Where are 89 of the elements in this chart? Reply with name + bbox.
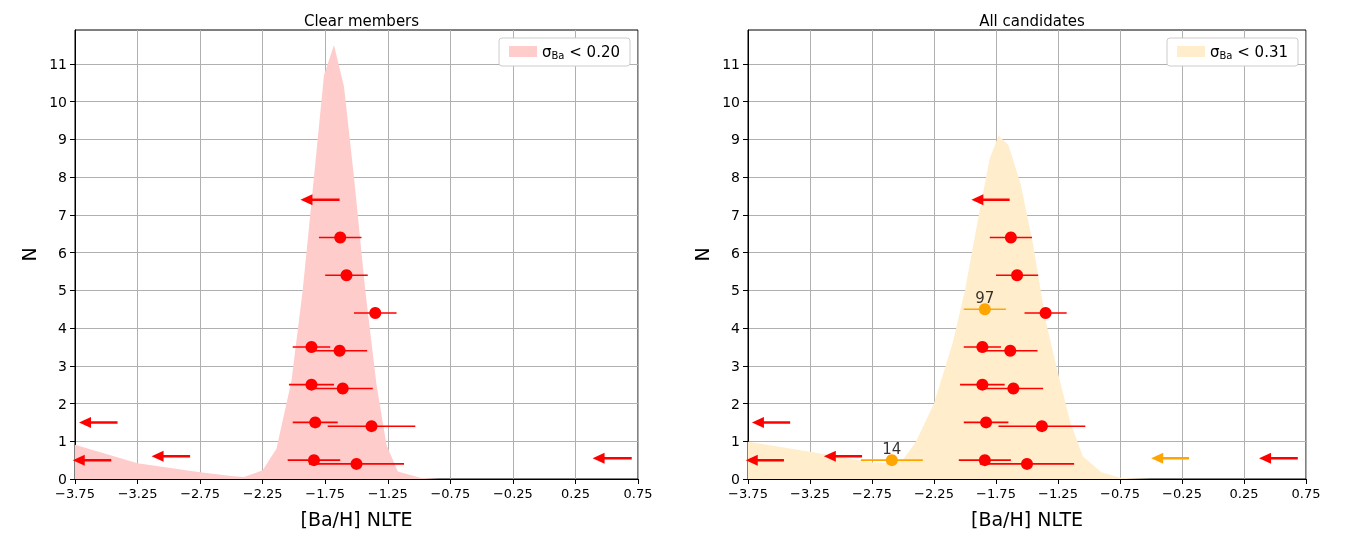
x-tick-label: −2.75 (852, 486, 892, 501)
y-tick-label: 7 (731, 206, 740, 223)
point (336, 382, 349, 395)
point (333, 344, 346, 357)
x-tick-label: −0.75 (430, 486, 471, 501)
chart-title: Clear members (303, 11, 420, 30)
y-tick-label: 3 (731, 357, 740, 374)
point (1035, 420, 1048, 433)
x-tick-label: −0.25 (1162, 486, 1202, 501)
point (307, 454, 320, 467)
point (976, 378, 989, 391)
point (369, 306, 382, 319)
point (1011, 269, 1024, 282)
point (971, 194, 984, 206)
y-tick-label: 3 (58, 357, 67, 374)
y-tick-label: 6 (58, 244, 68, 261)
y-axis-title: N (690, 247, 713, 262)
x-axis-title: [Ba/H] NLTE (970, 507, 1084, 530)
y-tick-label: 2 (731, 395, 740, 412)
point (72, 454, 85, 466)
point (300, 194, 313, 206)
y-tick-label: 1 (58, 433, 67, 450)
point (1151, 452, 1164, 464)
point (309, 416, 322, 429)
y-tick-label: 10 (49, 93, 67, 110)
chart-title: All candidates (979, 11, 1085, 30)
point (1259, 452, 1272, 464)
x-tick-label: −0.25 (492, 486, 533, 501)
y-tick-label: 5 (58, 282, 67, 299)
y-tick-label: 7 (58, 206, 67, 223)
y-tick-label: 11 (49, 55, 67, 72)
x-tick-label: −3.75 (55, 486, 95, 501)
y-tick-label: 10 (722, 93, 740, 110)
x-tick-label: 0.75 (623, 486, 653, 501)
y-tick-label: 0 (731, 471, 740, 487)
point (334, 231, 347, 244)
y-tick-label: 4 (58, 320, 68, 337)
x-tick-label: −2.25 (242, 486, 283, 501)
x-tick-label: −3.25 (790, 486, 830, 501)
point (79, 416, 92, 428)
y-tick-label: 6 (731, 244, 741, 261)
x-tick-label: 0.25 (560, 486, 590, 501)
annotation: 97 (975, 288, 995, 307)
point (978, 303, 991, 316)
point (745, 454, 758, 466)
point (305, 378, 318, 391)
legend-label: σBa < 0.31 (1210, 42, 1289, 61)
point (980, 416, 993, 429)
x-tick-label: 0.25 (1229, 486, 1259, 501)
point (365, 420, 378, 433)
y-tick-label: 5 (731, 282, 740, 299)
y-axis-title: N (17, 247, 40, 262)
y-tick-label: 8 (731, 169, 740, 186)
point (1004, 231, 1017, 244)
annotation: 14 (882, 439, 902, 458)
x-tick-label: 0.75 (1291, 486, 1321, 501)
x-tick-label: −3.25 (117, 486, 158, 501)
x-tick-label: −1.25 (1038, 486, 1078, 501)
legend-label: σBa < 0.20 (542, 42, 621, 61)
y-tick-label: 4 (731, 320, 741, 337)
point (350, 457, 363, 470)
point (978, 454, 991, 467)
point (1007, 382, 1020, 395)
y-tick-label: 11 (722, 55, 740, 72)
point (885, 454, 898, 467)
point (592, 452, 605, 464)
x-tick-label: −1.25 (367, 486, 408, 501)
x-tick-label: −3.75 (728, 486, 768, 501)
y-tick-label: 9 (731, 131, 740, 148)
y-tick-label: 9 (58, 131, 67, 148)
y-tick-label: 0 (58, 471, 67, 487)
point (151, 450, 164, 462)
y-tick-label: 1 (731, 433, 740, 450)
x-tick-label: −1.75 (976, 486, 1016, 501)
y-tick-label: 8 (58, 169, 67, 186)
x-tick-label: −2.75 (180, 486, 221, 501)
x-tick-label: −2.25 (914, 486, 954, 501)
point (823, 450, 836, 462)
x-tick-label: −1.75 (305, 486, 346, 501)
point (751, 416, 764, 428)
point (305, 340, 318, 353)
point (1004, 344, 1017, 357)
point (340, 269, 353, 282)
x-tick-label: −0.75 (1100, 486, 1140, 501)
point (976, 340, 989, 353)
y-tick-label: 2 (58, 395, 67, 412)
point (1021, 457, 1033, 470)
point (1039, 306, 1052, 319)
x-axis-title: [Ba/H] NLTE (300, 507, 413, 530)
